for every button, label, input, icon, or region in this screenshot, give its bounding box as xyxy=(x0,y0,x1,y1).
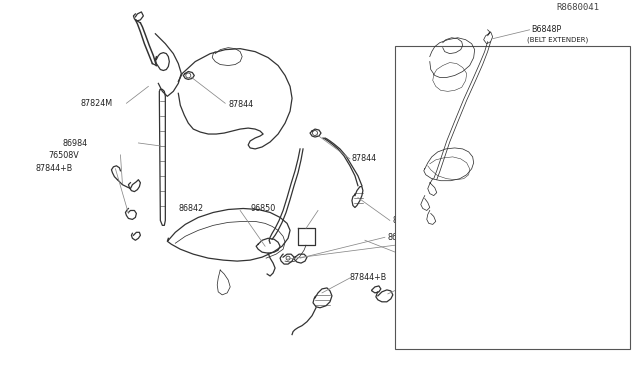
Text: 87844: 87844 xyxy=(352,154,377,163)
Text: R8680041: R8680041 xyxy=(556,3,600,12)
Text: B6885: B6885 xyxy=(400,248,426,258)
Text: 86984: 86984 xyxy=(63,140,88,148)
Text: 76589V: 76589V xyxy=(425,273,456,282)
Text: 87844M: 87844M xyxy=(397,241,429,250)
Text: 86842: 86842 xyxy=(179,204,204,213)
Text: 76508V: 76508V xyxy=(49,151,79,160)
Text: 87844+B: 87844+B xyxy=(350,273,387,282)
Text: (BELT EXTENDER): (BELT EXTENDER) xyxy=(527,36,588,43)
Text: 87844+B: 87844+B xyxy=(36,164,73,173)
Text: B6848P: B6848P xyxy=(532,25,562,34)
Text: 87844: 87844 xyxy=(228,100,253,109)
Bar xyxy=(396,46,630,349)
Text: 86843: 86843 xyxy=(388,233,413,242)
Text: 96850: 96850 xyxy=(250,204,275,213)
Text: 87824M: 87824M xyxy=(81,99,113,108)
Text: 87024M: 87024M xyxy=(393,216,425,225)
